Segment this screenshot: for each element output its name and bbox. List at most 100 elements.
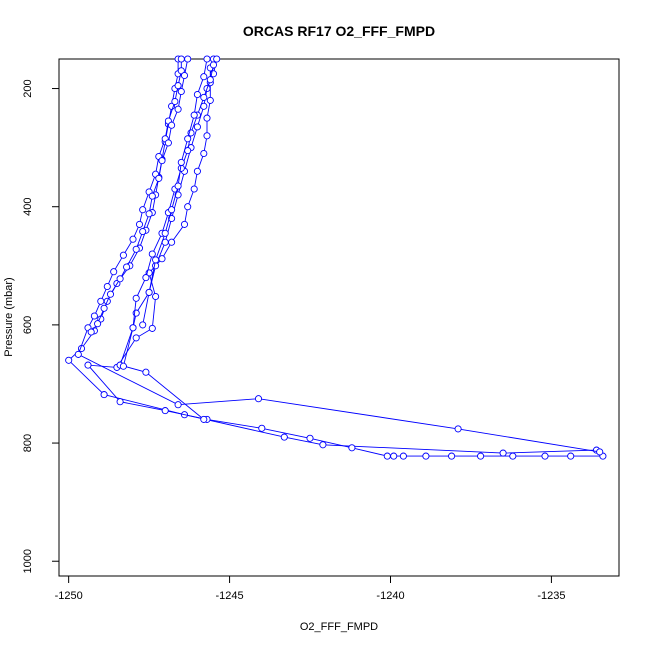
data-point [454,425,462,433]
data-point [90,312,98,320]
chart-title: ORCAS RF17 O2_FFF_FMPD [243,23,435,39]
data-point [116,275,124,283]
data-point [100,391,108,399]
data-point [152,292,160,301]
data-point [499,449,507,457]
data-point [193,123,201,131]
data-point [168,206,176,214]
data-point [203,114,211,122]
data-point [190,185,198,193]
data-point [174,105,182,113]
data-point [177,67,185,75]
data-point [254,395,263,403]
data-point [319,441,327,449]
y-axis-label: Pressure (mbar) [3,277,15,356]
data-point [399,452,407,460]
data-point [177,158,185,166]
data-point [422,452,430,460]
data-point [509,452,517,460]
data-point [119,362,127,370]
data-point [348,444,356,452]
data-point [123,263,131,271]
data-point [383,452,391,460]
data-point [74,350,82,358]
data-point [184,55,192,63]
data-point [116,398,124,406]
data-series [119,61,218,370]
data-point [193,167,201,175]
x-tick-label: -1250 [55,590,83,602]
data-point [206,76,214,84]
data-point [161,407,169,415]
data-point [100,304,108,312]
data-point [152,256,160,264]
data-point [135,220,144,228]
data-point [596,448,604,456]
data-point [119,251,127,259]
data-point [390,452,398,460]
data-point [168,121,176,129]
y-tick-label: 400 [22,198,34,216]
data-point [155,174,163,182]
data-point [193,90,201,99]
x-tick-label: -1240 [376,590,404,602]
data-point [184,135,192,143]
data-point [145,210,153,218]
data-point [139,227,147,236]
data-point [142,274,150,282]
data-series [87,55,192,336]
data-point [177,87,185,96]
y-tick-label: 200 [22,79,34,97]
data-point [161,229,169,237]
data-point [148,250,156,258]
x-tick-label: -1245 [216,590,244,602]
data-point [94,320,102,328]
data-point [106,290,115,298]
data-point [142,368,150,376]
data-series [139,55,211,329]
data-point [180,220,189,228]
data-point [258,424,266,432]
y-axis: 200 400 600 800 1000 [22,79,60,573]
data-point [129,235,137,243]
data-point [280,433,288,441]
data-point [200,415,208,423]
y-tick-label: 600 [22,316,34,334]
data-point [177,164,185,172]
data-point [84,361,92,369]
data-point [477,452,485,460]
data-point [103,282,111,291]
data-point [448,452,456,460]
x-axis: -1250 -1245 -1240 -1235 [55,575,565,602]
series-line [77,59,600,453]
data-point [87,328,95,336]
data-point [203,55,211,63]
x-axis-label: O2_FFF_FMPD [300,621,378,633]
data-point [567,452,575,460]
data-point [306,434,314,442]
data-point [203,132,211,140]
data-point [209,61,218,69]
data-point [110,268,118,276]
plot-frame [58,58,620,577]
series-layer [65,55,607,460]
data-point [129,324,137,332]
x-tick-label: -1235 [537,590,565,602]
data-series [84,55,607,460]
data-point [148,324,156,332]
data-point [171,97,179,106]
data-point [180,71,189,80]
data-point [132,245,140,253]
data-point [200,149,208,158]
data-point [132,294,140,302]
y-tick-label: 800 [22,434,34,452]
data-point [158,157,166,165]
data-point [148,192,156,200]
data-point [145,288,153,296]
data-point [541,452,549,460]
data-point [65,356,73,364]
data-series [65,55,601,457]
data-point [177,55,185,63]
series-line [68,59,597,454]
